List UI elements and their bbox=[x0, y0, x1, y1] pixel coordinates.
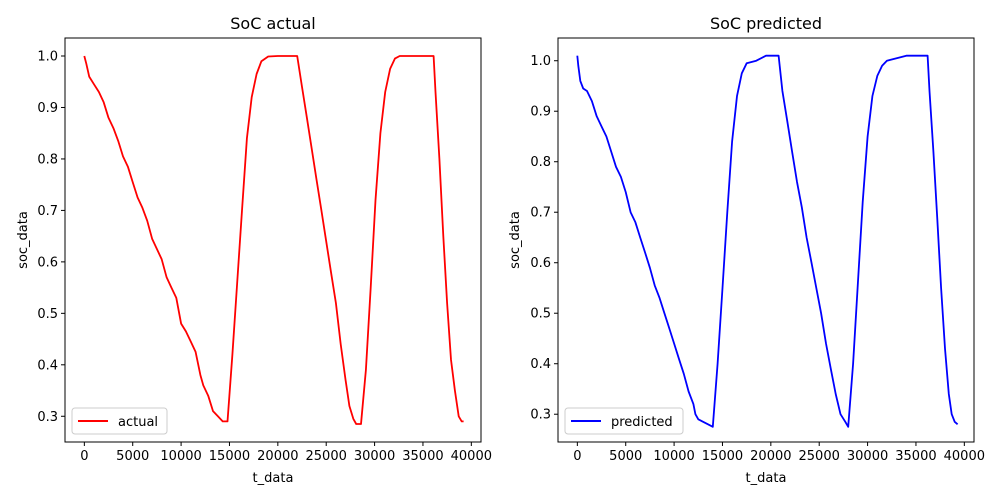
series-line-predicted bbox=[576, 54, 959, 428]
y-tick-label: 0.5 bbox=[530, 307, 551, 322]
y-tick-label: 0.3 bbox=[37, 410, 58, 425]
x-tick-label: 35000 bbox=[402, 449, 443, 464]
subplot-soc-predicted: SoC predicted 0 5000 10000 15000 20000 25000 3… bbox=[508, 14, 985, 486]
y-tick-label: 0.6 bbox=[37, 255, 58, 270]
x-tick-label: 0 bbox=[80, 449, 88, 464]
x-tick-label: 40000 bbox=[944, 449, 985, 464]
y-tick-label: 1.0 bbox=[37, 50, 58, 65]
subplot-soc-actual: SoC actual 0 5000 10000 15000 20000 25000 3000… bbox=[16, 14, 492, 486]
legend-box bbox=[564, 407, 684, 435]
y-tick-label: 1.0 bbox=[530, 54, 551, 69]
x-tick-label: 25000 bbox=[799, 449, 840, 464]
y-tick-label: 0.9 bbox=[530, 105, 551, 120]
y-tick-label: 0.7 bbox=[530, 206, 551, 221]
x-tick-label: 10000 bbox=[160, 449, 201, 464]
legend-label: actual bbox=[118, 415, 158, 430]
y-tick-label: 0.8 bbox=[530, 155, 551, 170]
y-tick-label: 0.7 bbox=[37, 204, 58, 219]
axes-frame bbox=[557, 37, 975, 443]
series-line-actual bbox=[83, 55, 464, 425]
x-tick-label: 20000 bbox=[257, 449, 298, 464]
legend: actual bbox=[71, 407, 168, 435]
y-tick-label: 0.3 bbox=[530, 408, 551, 423]
y-tick-label: 0.5 bbox=[37, 307, 58, 322]
x-tick-label: 40000 bbox=[451, 449, 492, 464]
y-axis-label: soc_data bbox=[508, 211, 523, 269]
x-tick-label: 20000 bbox=[750, 449, 791, 464]
x-tick-label: 5000 bbox=[609, 449, 642, 464]
x-tick-label: 5000 bbox=[116, 449, 149, 464]
legend-box bbox=[71, 407, 168, 435]
x-tick-label: 10000 bbox=[653, 449, 694, 464]
y-tick-label: 0.9 bbox=[37, 101, 58, 116]
x-tick-label: 25000 bbox=[306, 449, 347, 464]
x-tick-label: 30000 bbox=[847, 449, 888, 464]
plot-area: 0 5000 10000 15000 20000 25000 30000 35000 40000… bbox=[530, 54, 985, 464]
x-axis-label: t_data bbox=[253, 471, 294, 486]
chart-title: SoC predicted bbox=[710, 14, 822, 33]
legend: predicted bbox=[564, 407, 684, 435]
y-tick-label: 0.4 bbox=[530, 357, 551, 372]
y-tick-label: 0.8 bbox=[37, 152, 58, 167]
y-tick-label: 0.4 bbox=[37, 358, 58, 373]
x-tick-label: 15000 bbox=[702, 449, 743, 464]
x-tick-label: 0 bbox=[573, 449, 581, 464]
chart-title: SoC actual bbox=[230, 14, 315, 33]
x-tick-label: 35000 bbox=[895, 449, 936, 464]
x-tick-label: 30000 bbox=[354, 449, 395, 464]
axes-frame bbox=[64, 37, 482, 443]
legend-label: predicted bbox=[611, 415, 673, 430]
x-axis-label: t_data bbox=[746, 471, 787, 486]
y-tick-label: 0.6 bbox=[530, 256, 551, 271]
y-axis-label: soc_data bbox=[16, 211, 31, 269]
plot-area: 0 5000 10000 15000 20000 25000 30000 35000 40000… bbox=[37, 50, 492, 464]
x-tick-label: 15000 bbox=[209, 449, 250, 464]
